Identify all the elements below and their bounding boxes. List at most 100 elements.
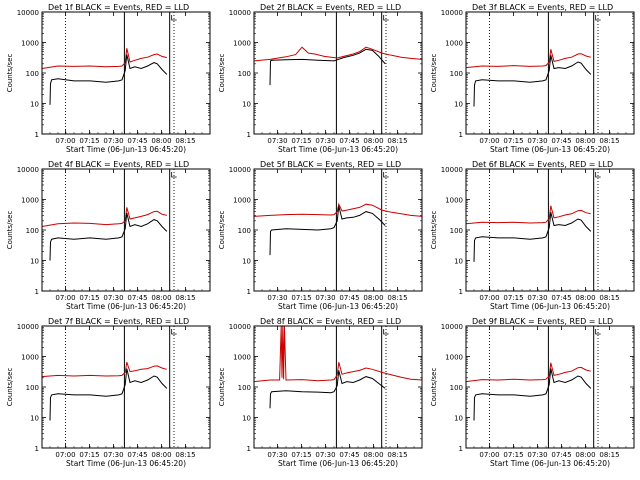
- y-axis-label: Counts/sec: [6, 368, 14, 407]
- panel-5: Det 5f BLACK = Events, RED = LLD Counts/s…: [218, 160, 423, 311]
- x-tick-label: 08:00: [151, 137, 171, 145]
- y-tick-label: 10000: [229, 9, 251, 17]
- x-tick-label: 07:30: [103, 137, 123, 145]
- x-tick-label: 07:30: [267, 294, 287, 302]
- x-tick-label: 07:00: [479, 451, 499, 459]
- y-axis-label: Counts/sec: [218, 368, 226, 407]
- x-tick-label: 08:00: [575, 137, 595, 145]
- y-tick-label: 1000: [21, 40, 39, 48]
- x-tick-label: 07:00: [55, 451, 75, 459]
- y-axis-label: Counts/sec: [430, 211, 438, 250]
- x-tick-label: 07:45: [339, 294, 359, 302]
- marker-bracket: [595, 172, 601, 178]
- lld-series-line: [465, 362, 591, 383]
- y-tick-label: 10: [30, 258, 39, 266]
- y-tick-label: 1: [35, 288, 39, 296]
- y-tick-label: 10000: [17, 166, 39, 174]
- x-tick-label: 08:00: [151, 451, 171, 459]
- x-axis-label: Start Time (06-Jun-13 06:45:20): [278, 302, 398, 311]
- marker-bracket: [383, 172, 389, 178]
- x-tick-label: 07:00: [479, 137, 499, 145]
- plot-frame: [41, 168, 211, 292]
- y-tick-label: 1: [247, 445, 251, 453]
- y-tick-label: 100: [238, 384, 251, 392]
- x-tick-label: 08:00: [363, 294, 383, 302]
- y-tick-label: 100: [450, 384, 463, 392]
- x-axis-label: Start Time (06-Jun-13 06:45:20): [66, 145, 186, 154]
- y-tick-label: 1000: [21, 354, 39, 362]
- x-tick-label: 08:15: [175, 294, 195, 302]
- marker-bracket: [595, 329, 601, 335]
- x-tick-label: 07:30: [315, 137, 335, 145]
- x-tick-label: 07:30: [527, 294, 547, 302]
- x-tick-label: 07:30: [103, 451, 123, 459]
- plot-frame: [41, 325, 211, 449]
- y-tick-label: 100: [26, 70, 39, 78]
- y-tick-label: 1: [459, 131, 463, 139]
- x-tick-label: 07:15: [503, 137, 523, 145]
- panel-3: Det 3f BLACK = Events, RED = LLD Counts/s…: [430, 3, 635, 154]
- x-tick-label: 08:00: [575, 294, 595, 302]
- x-axis-label: Start Time (06-Jun-13 06:45:20): [278, 145, 398, 154]
- plot-frame: [41, 11, 211, 135]
- x-axis-label: Start Time (06-Jun-13 06:45:20): [490, 145, 610, 154]
- x-axis-label: Start Time (06-Jun-13 06:45:20): [66, 459, 186, 468]
- x-tick-label: 07:45: [127, 451, 147, 459]
- y-tick-label: 100: [26, 384, 39, 392]
- x-tick-label: 07:15: [503, 294, 523, 302]
- x-tick-label: 08:15: [387, 294, 407, 302]
- y-tick-label: 100: [238, 70, 251, 78]
- lld-series-line: [41, 362, 167, 378]
- x-axis-label: Start Time (06-Jun-13 06:45:20): [278, 459, 398, 468]
- marker-bracket: [171, 15, 177, 21]
- x-tick-label: 08:15: [387, 137, 407, 145]
- x-tick-label: 07:30: [527, 451, 547, 459]
- y-tick-label: 1: [459, 288, 463, 296]
- y-tick-label: 10: [242, 101, 251, 109]
- y-tick-label: 10000: [17, 9, 39, 17]
- y-tick-label: 1000: [233, 354, 251, 362]
- x-tick-label: 07:15: [291, 451, 311, 459]
- x-tick-label: 08:00: [575, 451, 595, 459]
- y-tick-label: 10: [454, 258, 463, 266]
- x-tick-label: 07:15: [79, 294, 99, 302]
- y-tick-label: 10: [242, 415, 251, 423]
- x-tick-label: 07:00: [479, 294, 499, 302]
- x-tick-label: 07:30: [267, 451, 287, 459]
- events-series-line: [269, 370, 386, 409]
- x-tick-label: 07:30: [315, 294, 335, 302]
- events-series-line: [269, 48, 386, 86]
- y-tick-label: 1000: [445, 197, 463, 205]
- panel-6: Det 6f BLACK = Events, RED = LLD Counts/s…: [430, 160, 635, 311]
- y-axis-label: Counts/sec: [6, 54, 14, 93]
- marker-bracket: [171, 172, 177, 178]
- x-tick-label: 07:30: [315, 451, 335, 459]
- y-tick-label: 10: [454, 415, 463, 423]
- x-tick-label: 07:45: [339, 137, 359, 145]
- panel-title: Det 4f BLACK = Events, RED = LLD: [48, 160, 189, 169]
- y-tick-label: 1000: [233, 40, 251, 48]
- panel-title: Det 8f BLACK = Events, RED = LLD: [260, 317, 401, 326]
- plot-frame: [253, 11, 423, 135]
- y-tick-label: 1000: [445, 354, 463, 362]
- lld-series-line: [465, 205, 591, 225]
- x-tick-label: 08:00: [363, 451, 383, 459]
- events-series-line: [473, 212, 592, 262]
- x-tick-label: 07:30: [103, 294, 123, 302]
- x-tick-label: 08:15: [599, 294, 619, 302]
- x-tick-label: 08:15: [387, 451, 407, 459]
- y-tick-label: 1: [247, 131, 251, 139]
- y-tick-label: 1: [459, 445, 463, 453]
- panel-9: Det 9f BLACK = Events, RED = LLD Counts/s…: [430, 317, 635, 468]
- lld-series-line: [253, 46, 423, 62]
- x-tick-label: 07:15: [79, 137, 99, 145]
- panel-7: Det 7f BLACK = Events, RED = LLD Counts/s…: [6, 317, 211, 468]
- x-tick-label: 08:00: [363, 137, 383, 145]
- panel-title: Det 3f BLACK = Events, RED = LLD: [472, 3, 613, 12]
- panel-1: Det 1f BLACK = Events, RED = LLD Counts/s…: [6, 3, 211, 154]
- plot-frame: [253, 168, 423, 292]
- events-series-line: [269, 206, 386, 256]
- x-axis-label: Start Time (06-Jun-13 06:45:20): [490, 459, 610, 468]
- y-tick-label: 10000: [229, 323, 251, 331]
